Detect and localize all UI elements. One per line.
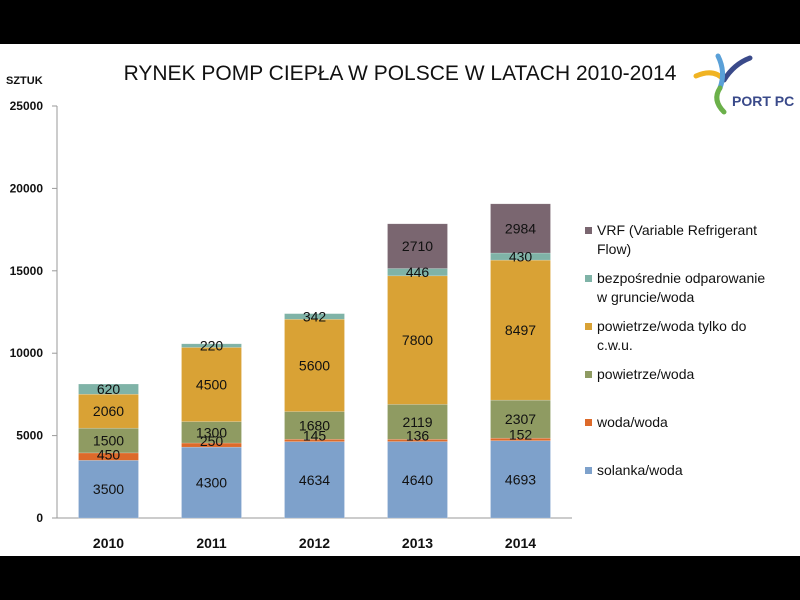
data-label: 1500: [93, 433, 124, 449]
legend-swatch: [585, 467, 592, 474]
top-black-bar: [0, 0, 800, 44]
data-label: 4500: [196, 377, 227, 393]
bar-segment: [181, 446, 242, 519]
legend-label: solanka/woda: [597, 462, 683, 478]
data-label: 2307: [505, 411, 536, 427]
logo-text: PORT PC: [732, 93, 794, 109]
legend-label: VRF (Variable Refrigerant Flow): [597, 222, 757, 257]
chart-title: RYNEK POMP CIEPŁA W POLSCE W LATACH 2010…: [124, 62, 677, 85]
bar-segment: [284, 319, 345, 412]
y-tick-label: 5000: [16, 429, 43, 443]
bar-segment: [387, 404, 448, 440]
data-label: 4634: [299, 472, 330, 488]
y-axis-title: SZTUK: [6, 75, 43, 87]
x-tick-label: 2013: [402, 535, 433, 551]
data-label: 1680: [299, 417, 330, 433]
data-label: 152: [509, 427, 533, 443]
legend: VRF (Variable Refrigerant Flow) bezpośredn…: [585, 222, 765, 478]
data-label: 250: [200, 433, 224, 449]
legend-swatch: [585, 323, 592, 330]
data-label: 4640: [402, 472, 433, 488]
data-label: 4300: [196, 475, 227, 491]
bar-segment: [284, 313, 345, 320]
y-tick-label: 20000: [10, 181, 44, 195]
y-tick-label: 15000: [10, 264, 44, 278]
logo-mark: [714, 85, 727, 115]
bar-segment: [181, 343, 242, 348]
logo-mark: [715, 53, 726, 91]
data-label: 5600: [299, 357, 330, 373]
x-tick-label: 2014: [505, 535, 536, 551]
data-label: 8497: [505, 322, 536, 338]
data-label: 450: [97, 446, 121, 462]
data-label: 3500: [93, 481, 124, 497]
data-label: 2119: [402, 414, 432, 430]
bar-segment: [387, 439, 448, 442]
bar-segment: [284, 441, 345, 519]
data-label: 2984: [505, 220, 536, 236]
bar-segment: [78, 393, 139, 429]
legend-label: powietrze/woda: [597, 366, 694, 382]
data-label: 620: [97, 381, 121, 397]
legend-swatch: [585, 419, 592, 426]
bar-segment: [284, 411, 345, 440]
y-tick-label: 25000: [10, 99, 44, 113]
legend-label: bezpośrednie odparowanie w gruncie/woda: [596, 270, 765, 305]
data-label: 220: [200, 338, 224, 354]
data-label: 342: [303, 308, 327, 324]
logo-mark: [721, 55, 753, 83]
data-label: 7800: [402, 332, 433, 348]
slide: RYNEK POMP CIEPŁA W POLSCE W LATACH 2010…: [0, 44, 800, 556]
legend-swatch: [585, 227, 592, 234]
data-label: 2710: [402, 238, 433, 254]
bar-segment: [387, 275, 448, 405]
bar-segment: [490, 203, 551, 254]
x-tick-label: 2011: [196, 535, 227, 551]
port-pc-logo: PORT PC: [693, 53, 794, 115]
bar-segment: [78, 383, 139, 395]
bar-segment: [78, 427, 139, 454]
data-label: 2060: [93, 403, 124, 419]
bottom-black-bar: [0, 556, 800, 600]
bar-segment: [387, 441, 448, 519]
legend-label: woda/woda: [596, 414, 668, 430]
data-label: 446: [406, 264, 430, 280]
bar-segment: [78, 460, 139, 519]
legend-label: powietrze/woda tylko do c.w.u.: [597, 318, 747, 353]
data-label: 4693: [505, 471, 536, 487]
x-tick-label: 2012: [299, 535, 330, 551]
data-label: 430: [509, 249, 533, 265]
stacked-bar-chart: RYNEK POMP CIEPŁA W POLSCE W LATACH 2010…: [6, 53, 794, 551]
legend-swatch: [585, 371, 592, 378]
data-label: 136: [406, 428, 430, 444]
legend-swatch: [585, 275, 592, 282]
data-label: 1300: [196, 424, 227, 440]
bar-segment: [387, 223, 448, 269]
bar-segment: [181, 347, 242, 422]
bar-segment: [490, 399, 551, 439]
bar-segment: [490, 259, 551, 401]
y-tick-label: 0: [36, 511, 43, 525]
y-tick-label: 10000: [10, 346, 44, 360]
data-label: 145: [303, 428, 327, 444]
x-tick-label: 2010: [93, 535, 124, 551]
